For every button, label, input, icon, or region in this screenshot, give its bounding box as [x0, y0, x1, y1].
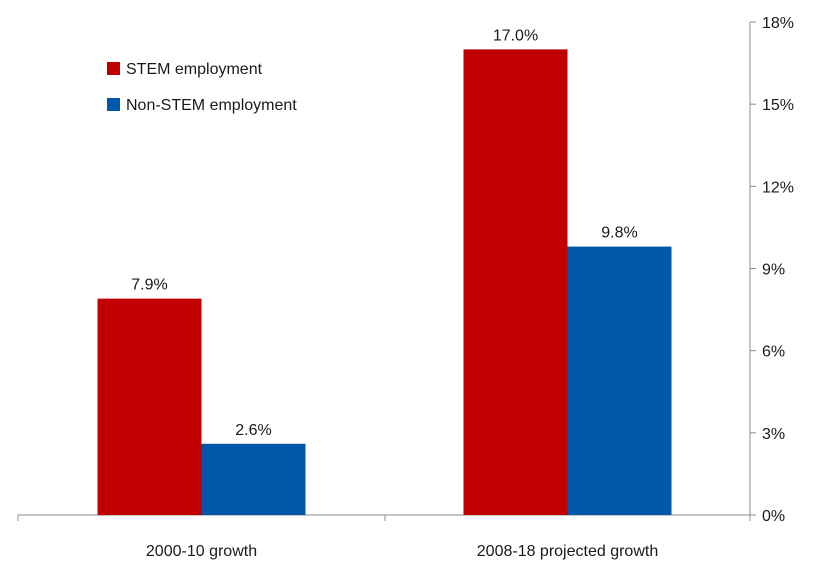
data-labels: 7.9% 2.6% 17.0% 9.8% — [131, 27, 637, 438]
data-label: 9.8% — [601, 225, 637, 242]
legend-swatch — [107, 62, 120, 75]
x-tick-label: 2008-18 projected growth — [477, 543, 658, 560]
legend-label: STEM employment — [126, 61, 263, 78]
data-label: 17.0% — [493, 27, 538, 44]
bar — [463, 49, 568, 516]
y-axis-ticks: 0% 3% 6% 9% 12% 15% 18% — [750, 15, 794, 525]
bar — [567, 246, 672, 516]
y-tick-label: 12% — [762, 179, 794, 196]
bar — [97, 298, 202, 515]
x-axis-labels: 2000-10 growth 2008-18 projected growth — [146, 543, 658, 560]
y-tick-label: 6% — [762, 344, 785, 361]
y-tick-label: 0% — [762, 508, 785, 525]
y-tick-label: 18% — [762, 15, 794, 32]
legend-label: Non-STEM employment — [126, 97, 297, 114]
x-tick-label: 2000-10 growth — [146, 543, 257, 560]
bar — [201, 443, 306, 515]
legend: STEM employment Non-STEM employment — [107, 61, 297, 114]
y-tick-label: 3% — [762, 426, 785, 443]
data-label: 2.6% — [235, 422, 271, 439]
data-label: 7.9% — [131, 277, 167, 294]
y-tick-label: 9% — [762, 262, 785, 279]
legend-swatch — [107, 98, 120, 111]
bars — [97, 49, 672, 516]
y-tick-label: 15% — [762, 97, 794, 114]
